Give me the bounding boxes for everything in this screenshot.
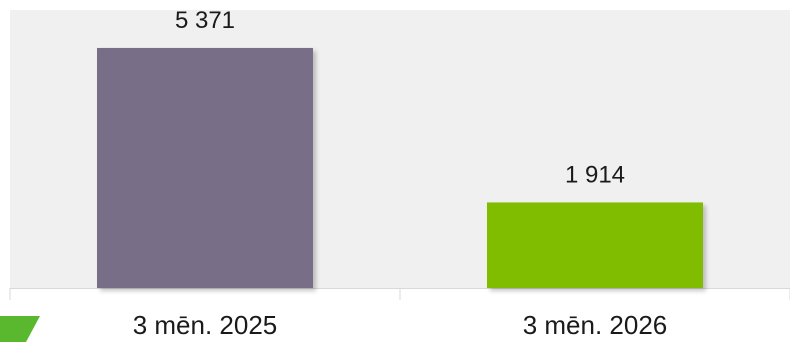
data-label: 5 371 — [175, 7, 235, 34]
x-tick-label: 3 mēn. 2026 — [523, 310, 668, 340]
corner-decoration — [0, 316, 40, 342]
x-tick-label: 3 mēn. 2025 — [133, 310, 278, 340]
bar-0 — [97, 47, 313, 288]
bar-1 — [487, 202, 703, 288]
data-label: 1 914 — [565, 161, 625, 188]
